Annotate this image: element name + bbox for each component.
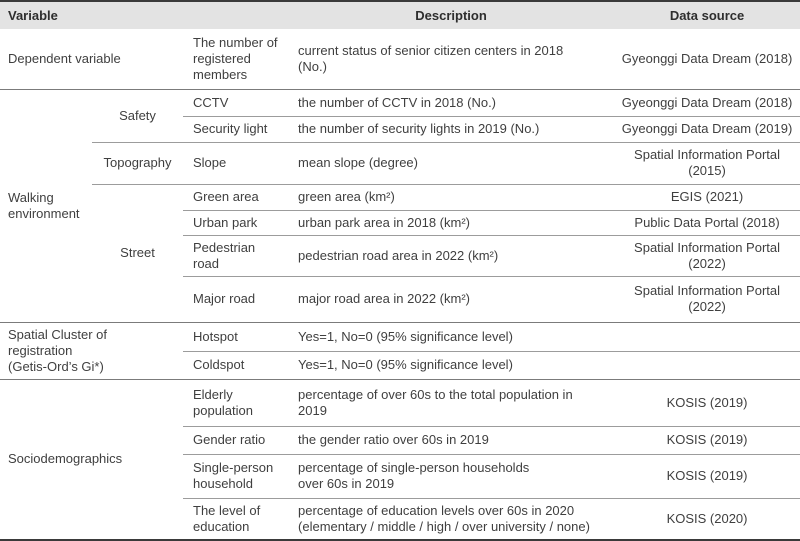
subgroup-label-cell: Safety — [92, 88, 183, 142]
variable-cell: Coldspot — [183, 350, 289, 379]
header-row: Variable Description Data source — [0, 1, 800, 29]
variable-cell: Green area — [183, 183, 289, 210]
source-cell: KOSIS (2020) — [614, 497, 800, 540]
variable-cell: CCTV — [183, 88, 289, 116]
col-header-description: Description — [288, 1, 615, 29]
table-row: Spatial Cluster of registration (Getis-O… — [0, 321, 800, 379]
source-cell: Gyeonggi Data Dream (2018) — [614, 88, 800, 116]
description-cell: percentage of single-person households o… — [288, 453, 615, 498]
table-row: The level of education percentage of edu… — [0, 497, 800, 540]
source-cell: Gyeonggi Data Dream (2019) — [614, 115, 800, 142]
table-row: Coldspot Yes=1, No=0 (95% significance l… — [0, 350, 800, 379]
table-row: Major road major road area in 2022 (km²)… — [0, 275, 800, 322]
source-cell: KOSIS (2019) — [614, 425, 800, 454]
variable-cell: The number of registered members — [193, 34, 278, 82]
col-header-data-source: Data source — [614, 1, 800, 29]
variable-cell: The level of education — [183, 497, 289, 540]
subgroup-label-cell: Topography — [92, 141, 183, 184]
subgroup-label-cell: Street — [92, 183, 183, 322]
source-cell: Spatial Information Portal (2015) — [614, 141, 800, 184]
description-cell: the gender ratio over 60s in 2019 — [288, 425, 615, 454]
source-cell: EGIS (2021) — [614, 183, 800, 210]
source-cell — [614, 321, 800, 352]
variable-cell: Slope — [183, 141, 289, 184]
description-cell: the number of CCTV in 2018 (No.) — [288, 88, 615, 116]
group-label-cell: Dependent variable — [8, 50, 121, 66]
description-cell: pedestrian road area in 2022 (km²) — [288, 234, 615, 276]
source-cell: Public Data Portal (2018) — [614, 209, 800, 235]
table-row: Street Green area green area (km²) EGIS … — [0, 183, 800, 322]
col-header-variable: Variable — [0, 1, 289, 29]
variable-cell: Elderly population — [183, 378, 289, 426]
source-cell: Spatial Information Portal (2022) — [614, 234, 800, 276]
description-cell: mean slope (degree) — [288, 141, 615, 184]
table-row: Gender ratio the gender ratio over 60s i… — [0, 425, 800, 454]
table-row: Urban park urban park area in 2018 (km²)… — [0, 209, 800, 235]
group-label-cell: Walking environment — [0, 88, 92, 322]
description-cell: the number of security lights in 2019 (N… — [288, 115, 615, 142]
variable-cell: Hotspot — [183, 321, 289, 352]
group-label-cell: Sociodemographics — [0, 378, 183, 540]
description-cell: current status of senior citizen centers… — [298, 42, 564, 74]
variable-cell: Pedestrian road — [183, 234, 289, 276]
description-cell: Yes=1, No=0 (95% significance level) — [288, 321, 615, 352]
variable-cell: Urban park — [183, 209, 289, 235]
source-cell: Gyeonggi Data Dream (2018) — [621, 50, 793, 66]
variable-cell: Major road — [183, 275, 289, 322]
source-cell — [614, 350, 800, 379]
description-cell: major road area in 2022 (km²) — [288, 275, 615, 322]
table-row: Sociodemographics Elderly population per… — [0, 378, 800, 540]
variable-cell: Single-person household — [183, 453, 289, 498]
table-row: Pedestrian road pedestrian road area in … — [0, 234, 800, 276]
variable-cell: Security light — [183, 115, 289, 142]
table-row: Topography Slope mean slope (degree) Spa… — [0, 141, 800, 184]
table-row: Single-person household percentage of si… — [0, 453, 800, 498]
description-cell: urban park area in 2018 (km²) — [288, 209, 615, 235]
description-cell: Yes=1, No=0 (95% significance level) — [288, 350, 615, 379]
variable-cell: Gender ratio — [183, 425, 289, 454]
description-cell: percentage of education levels over 60s … — [288, 497, 615, 540]
source-cell: KOSIS (2019) — [614, 378, 800, 426]
table-row: Walking environment Safety CCTV the numb… — [0, 88, 800, 322]
source-cell: KOSIS (2019) — [614, 453, 800, 498]
source-cell: Spatial Information Portal (2022) — [614, 275, 800, 322]
table-row: Security light the number of security li… — [0, 115, 800, 142]
description-cell: green area (km²) — [288, 183, 615, 210]
group-label-cell: Spatial Cluster of registration (Getis-O… — [0, 321, 183, 379]
table-row: Dependent variable The number of registe… — [0, 29, 800, 89]
description-cell: percentage of over 60s to the total popu… — [288, 378, 615, 426]
